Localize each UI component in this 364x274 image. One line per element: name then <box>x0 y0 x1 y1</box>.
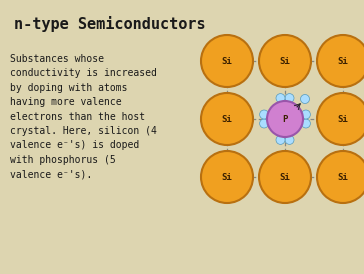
Text: Si: Si <box>338 173 348 181</box>
Circle shape <box>343 135 352 144</box>
Circle shape <box>334 94 343 103</box>
Circle shape <box>201 35 253 87</box>
Circle shape <box>318 119 327 128</box>
Text: Si: Si <box>222 115 232 124</box>
Circle shape <box>318 168 327 177</box>
Circle shape <box>285 152 294 161</box>
Circle shape <box>218 77 227 86</box>
Circle shape <box>285 94 294 103</box>
Text: Substances whose
conductivity is increased
by doping with atoms
having more vale: Substances whose conductivity is increas… <box>10 54 157 179</box>
Circle shape <box>218 152 227 161</box>
Circle shape <box>260 61 269 70</box>
Circle shape <box>276 187 285 196</box>
Circle shape <box>301 52 310 61</box>
Circle shape <box>244 52 252 61</box>
Circle shape <box>285 135 294 144</box>
Circle shape <box>218 187 227 196</box>
Circle shape <box>260 177 269 186</box>
Circle shape <box>201 151 253 203</box>
Circle shape <box>352 168 361 177</box>
Circle shape <box>227 152 236 161</box>
Circle shape <box>259 151 311 203</box>
Circle shape <box>244 177 252 186</box>
Circle shape <box>218 94 227 103</box>
Circle shape <box>276 94 285 103</box>
Circle shape <box>276 135 285 144</box>
Circle shape <box>318 61 327 70</box>
Circle shape <box>285 42 294 52</box>
Circle shape <box>244 119 252 128</box>
Circle shape <box>352 119 361 128</box>
Text: Si: Si <box>280 56 290 65</box>
Circle shape <box>227 42 236 52</box>
Circle shape <box>317 35 364 87</box>
Circle shape <box>317 93 364 145</box>
Circle shape <box>334 152 343 161</box>
Circle shape <box>318 177 327 186</box>
Circle shape <box>318 110 327 119</box>
Circle shape <box>301 119 310 128</box>
Circle shape <box>259 35 311 87</box>
Circle shape <box>209 52 218 61</box>
Circle shape <box>343 187 352 196</box>
Circle shape <box>209 61 218 70</box>
Circle shape <box>209 168 218 177</box>
Circle shape <box>267 101 303 137</box>
Circle shape <box>301 95 309 104</box>
Circle shape <box>218 42 227 52</box>
Circle shape <box>334 187 343 196</box>
Text: Si: Si <box>222 56 232 65</box>
Circle shape <box>227 187 236 196</box>
Circle shape <box>209 110 218 119</box>
Circle shape <box>276 42 285 52</box>
Circle shape <box>301 168 310 177</box>
Circle shape <box>352 52 361 61</box>
Circle shape <box>352 177 361 186</box>
Circle shape <box>285 187 294 196</box>
Circle shape <box>343 77 352 86</box>
Circle shape <box>244 61 252 70</box>
Circle shape <box>352 110 361 119</box>
Circle shape <box>343 152 352 161</box>
Circle shape <box>260 110 269 119</box>
Circle shape <box>301 61 310 70</box>
Circle shape <box>334 135 343 144</box>
Text: Si: Si <box>280 173 290 181</box>
Circle shape <box>209 119 218 128</box>
Circle shape <box>227 77 236 86</box>
Text: n-type Semiconductors: n-type Semiconductors <box>14 16 206 32</box>
Circle shape <box>352 61 361 70</box>
Circle shape <box>260 119 269 128</box>
Circle shape <box>209 177 218 186</box>
Circle shape <box>343 42 352 52</box>
Circle shape <box>317 151 364 203</box>
Circle shape <box>334 42 343 52</box>
Text: P: P <box>282 115 288 124</box>
Circle shape <box>260 52 269 61</box>
Circle shape <box>285 77 294 86</box>
Circle shape <box>318 52 327 61</box>
Circle shape <box>244 110 252 119</box>
Circle shape <box>244 168 252 177</box>
Circle shape <box>301 177 310 186</box>
Circle shape <box>218 135 227 144</box>
Circle shape <box>343 94 352 103</box>
Circle shape <box>276 77 285 86</box>
Circle shape <box>227 135 236 144</box>
Text: Si: Si <box>338 56 348 65</box>
Circle shape <box>301 110 310 119</box>
Circle shape <box>227 94 236 103</box>
Circle shape <box>201 93 253 145</box>
Circle shape <box>334 77 343 86</box>
Text: Si: Si <box>222 173 232 181</box>
Text: Si: Si <box>338 115 348 124</box>
Circle shape <box>260 168 269 177</box>
Circle shape <box>276 152 285 161</box>
